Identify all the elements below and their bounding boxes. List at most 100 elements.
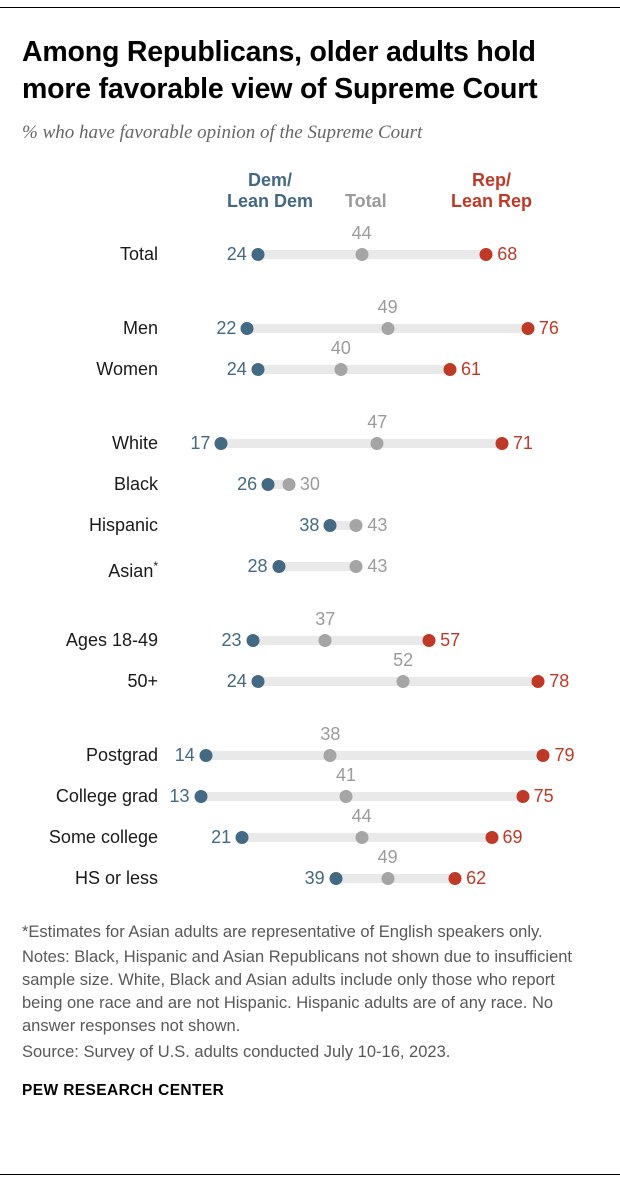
row-plot: 39 49 62 — [172, 847, 598, 891]
dem-value: 17 — [190, 433, 211, 454]
total-value: 49 — [377, 847, 398, 868]
chart-row: HS or less 39 49 62 — [22, 847, 598, 891]
row-plot: 21 44 69 — [172, 806, 598, 850]
total-dot — [370, 436, 384, 450]
row-label: 50+ — [127, 671, 158, 692]
dot-plot-chart: Dem/ Lean Dem Total Rep/ Lean Rep Total 2… — [22, 164, 598, 891]
chart-subtitle: % who have favorable opinion of the Supr… — [22, 122, 423, 144]
dem-dot — [235, 830, 249, 844]
chart-row: Men 22 49 76 — [22, 297, 598, 341]
dem-dot — [329, 871, 343, 885]
row-label: Women — [96, 359, 158, 380]
dem-value: 14 — [174, 745, 195, 766]
dem-dot — [261, 477, 275, 491]
dem-dot — [251, 247, 265, 261]
dem-dot — [199, 748, 213, 762]
chart-row: White 17 47 71 — [22, 412, 598, 456]
dem-value: 26 — [237, 474, 258, 495]
row-label: Hispanic — [88, 515, 158, 536]
rep-value: 68 — [497, 244, 518, 265]
label-asterisk: * — [153, 559, 158, 574]
total-dot — [355, 247, 369, 261]
notes-text: Notes: Black, Hispanic and Asian Republi… — [22, 948, 573, 1036]
total-value: 44 — [351, 806, 372, 827]
dem-value: 24 — [226, 359, 247, 380]
chart-row: Ages 18-49 23 37 57 — [22, 609, 598, 653]
rep-value: 76 — [538, 318, 559, 339]
row-plot: 23 37 57 — [172, 609, 598, 653]
dem-value: 24 — [226, 671, 247, 692]
dem-dot — [272, 559, 285, 573]
dot-track — [200, 750, 549, 760]
row-plot: 38 43 — [172, 497, 598, 538]
total-dot — [339, 789, 353, 803]
chart-notes: *Estimates for Asian adults are represen… — [22, 921, 598, 1064]
chart-row: 50+ 24 52 78 — [22, 650, 598, 694]
chart-row: Asian* 28 43 — [22, 538, 598, 581]
chart-row: Total 24 44 68 — [22, 223, 598, 267]
dem-value: 21 — [211, 827, 232, 848]
rep-value: 61 — [460, 359, 481, 380]
chart-row: Hispanic 38 43 — [22, 497, 598, 538]
dem-value: 24 — [226, 244, 247, 265]
dem-dot — [323, 518, 337, 532]
dot-track — [216, 438, 507, 448]
total-value: 52 — [393, 650, 414, 671]
total-dot — [282, 477, 296, 491]
source-text: Source: Survey of U.S. adults conducted … — [22, 1042, 451, 1061]
rep-value: 62 — [466, 868, 487, 889]
dot-track — [273, 561, 362, 571]
chart-row: Black 26 30 — [22, 456, 598, 497]
dot-track — [195, 791, 528, 801]
chart-group: Men 22 49 76 Women 24 40 61 — [22, 297, 598, 382]
row-plot: 22 49 76 — [172, 297, 598, 341]
row-plot: 24 40 61 — [172, 338, 598, 382]
rep-dot — [443, 362, 457, 376]
row-plot: 24 44 68 — [172, 223, 598, 267]
rep-value: 75 — [533, 786, 554, 807]
total-dot — [349, 518, 363, 532]
row-plot: 24 52 78 — [172, 650, 598, 694]
total-value: 30 — [299, 474, 320, 495]
chart-row: Some college 21 44 69 — [22, 806, 598, 850]
dem-dot — [246, 633, 260, 647]
total-dot — [381, 321, 395, 335]
asterisk-note: *Estimates for Asian adults are represen… — [22, 923, 543, 942]
row-plot: 17 47 71 — [172, 412, 598, 456]
chart-legend: Dem/ Lean Dem Total Rep/ Lean Rep — [172, 164, 598, 212]
rep-dot — [479, 247, 493, 261]
dem-dot — [194, 789, 208, 803]
total-value: 40 — [330, 338, 351, 359]
total-value: 38 — [320, 724, 341, 745]
chart-group: Ages 18-49 23 37 57 50+ 24 52 78 — [22, 609, 598, 694]
row-label: Men — [122, 318, 158, 339]
dem-value: 13 — [169, 786, 190, 807]
rep-dot — [521, 321, 535, 335]
dem-dot — [251, 362, 265, 376]
chart-group: White 17 47 71 Black 26 30 Hispanic 38 43 Asian* 28… — [22, 412, 598, 581]
row-label: Total — [119, 244, 158, 265]
pew-chart-card: Among Republicans, older adults hold mor… — [0, 7, 620, 1175]
total-value: 37 — [315, 609, 336, 630]
dem-value: 38 — [299, 515, 320, 536]
page-title: Among Republicans, older adults hold mor… — [22, 36, 538, 106]
row-label: Black — [113, 474, 158, 495]
rep-value: 79 — [554, 745, 575, 766]
legend-total-label: Total — [344, 190, 387, 211]
row-label: White — [111, 433, 158, 454]
dot-track — [252, 249, 492, 259]
row-label: Ages 18-49 — [65, 630, 158, 651]
pew-research-center-wordmark: PEW RESEARCH CENTER — [22, 1081, 225, 1099]
dem-dot — [214, 436, 228, 450]
chart-group: Total 24 44 68 — [22, 223, 598, 267]
total-value: 43 — [367, 515, 388, 536]
chart-row: College grad 13 41 75 — [22, 765, 598, 809]
dem-value: 28 — [247, 556, 268, 577]
total-dot — [318, 633, 332, 647]
dot-track — [247, 635, 435, 645]
rep-value: 71 — [512, 433, 533, 454]
total-dot — [334, 362, 348, 376]
total-dot — [323, 748, 337, 762]
rep-dot — [422, 633, 436, 647]
rep-dot — [448, 871, 462, 885]
